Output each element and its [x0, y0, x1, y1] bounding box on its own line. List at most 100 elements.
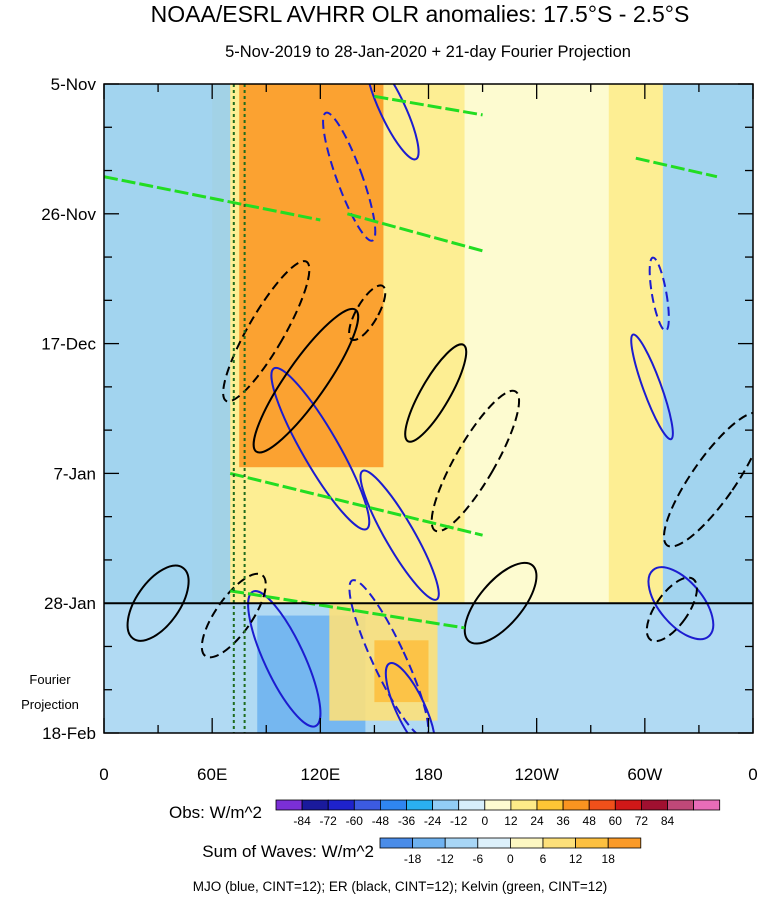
colorbar-tick-label: -48: [372, 814, 390, 828]
colorbar-box: [412, 837, 446, 849]
kelvin-contour: [346, 212, 483, 253]
colorbar-box: [444, 837, 479, 849]
colorbar-box: [641, 799, 668, 811]
mjo-contour: [270, 366, 371, 531]
x-tick-label: 0: [99, 765, 108, 784]
mjo-contour: [384, 662, 437, 733]
y-tick-label: 5-Nov: [51, 75, 97, 94]
reference-lines: [104, 84, 753, 733]
er-contour: [252, 307, 360, 454]
kelvin-contour: [374, 94, 483, 117]
colorbar-box: [301, 799, 329, 811]
colorbar-tick-label: 12: [569, 852, 583, 866]
colorbar-box: [406, 799, 434, 811]
footnote: MJO (blue, CINT=12); ER (black, CINT=12)…: [193, 879, 608, 894]
anomaly-band: [662, 84, 753, 604]
x-tick-label: 0: [748, 765, 757, 784]
anomaly-field: [104, 84, 753, 733]
er-contour: [430, 389, 521, 533]
chart-title: NOAA/ESRL AVHRR OLR anomalies: 17.5°S - …: [151, 1, 690, 27]
colorbar-tick-label: -36: [398, 814, 416, 828]
er-contour: [645, 576, 698, 643]
colorbar-box: [667, 799, 695, 811]
x-tick-label: 120E: [300, 765, 340, 784]
colorbar-box: [614, 799, 642, 811]
colorbar-box: [588, 799, 616, 811]
x-axis: 0 60E 120E 180 120W 60W 0: [99, 84, 758, 784]
er-contour: [662, 411, 753, 548]
er-contour: [200, 572, 267, 659]
colorbar-box: [275, 799, 303, 811]
x-tick-label: 60E: [197, 765, 227, 784]
er-contour: [126, 564, 190, 642]
anomaly-band: [104, 84, 231, 604]
colorbar-tick-label: -18: [404, 852, 422, 866]
mjo-contour: [359, 469, 440, 601]
colorbar-tick-label: 18: [602, 852, 616, 866]
mjo-contour: [322, 111, 377, 242]
y-tick-label: 17-Dec: [41, 335, 96, 354]
colorbar-tick-label: -84: [293, 814, 311, 828]
mjo-contour: [348, 579, 430, 733]
colorbar-tick-label: -60: [346, 814, 364, 828]
colorbar-tick-label: 60: [609, 814, 623, 828]
chart-subtitle: 5-Nov-2019 to 28-Jan-2020 + 21-day Fouri…: [225, 43, 631, 61]
anomaly-band: [608, 84, 663, 604]
colorbar-box: [510, 799, 538, 811]
colorbar-tick-label: 48: [583, 814, 597, 828]
kelvin-contour: [229, 589, 465, 630]
colorbar-tick-label: 24: [530, 814, 544, 828]
y-axis: 5-Nov 26-Nov 17-Dec 7-Jan 28-Jan 18-Feb: [41, 75, 753, 743]
colorbar-box: [353, 799, 381, 811]
colorbar-box: [575, 837, 609, 849]
mjo-contour: [365, 84, 420, 161]
colorbar-tick-label: -12: [450, 814, 468, 828]
anomaly-band: [239, 84, 384, 468]
er-contour: [404, 343, 468, 443]
waves-colorbar-label: Sum of Waves: W/m^2: [202, 842, 374, 861]
kelvin-contour: [635, 156, 718, 179]
kelvin-contour: [229, 471, 483, 537]
colorbar-tick-label: 0: [507, 852, 514, 866]
er-contour: [463, 561, 538, 645]
colorbar-box: [477, 837, 511, 849]
mjo-contour: [648, 256, 670, 332]
x-tick-label: 120W: [514, 765, 558, 784]
colorbar-tick-label: 6: [540, 852, 547, 866]
y-tick-label: 18-Feb: [42, 724, 96, 743]
er-contour: [348, 284, 387, 342]
colorbar-tick-label: 12: [504, 814, 518, 828]
y-tick-label: 7-Jan: [53, 464, 96, 483]
mjo-contour: [630, 333, 674, 441]
colorbar-tick-label: 84: [661, 814, 675, 828]
colorbar-box: [509, 837, 544, 849]
wave-contours: [104, 84, 753, 733]
obs-colorbar-label: Obs: W/m^2: [169, 803, 262, 822]
colorbar-box: [379, 837, 413, 849]
colorbar-tick-label: 36: [556, 814, 570, 828]
x-tick-label: 60W: [627, 765, 662, 784]
colorbar-box: [562, 799, 590, 811]
mjo-contour: [247, 590, 322, 728]
colorbar-box: [327, 799, 355, 811]
er-contour: [222, 260, 311, 403]
colorbar-box: [542, 837, 576, 849]
waves-colorbar: -18 -12 -6 0 6 12 18: [379, 837, 642, 866]
colorbar-box: [432, 799, 460, 811]
colorbar-box: [536, 799, 564, 811]
x-tick-label: 180: [414, 765, 442, 784]
colorbar-box: [458, 799, 486, 811]
colorbar-box: [607, 837, 642, 849]
colorbar-tick-label: -24: [424, 814, 442, 828]
colorbar-tick-label: 0: [481, 814, 488, 828]
projection-label-line2: Projection: [21, 697, 79, 712]
kelvin-contour: [104, 175, 321, 222]
y-tick-label: 28-Jan: [44, 594, 96, 613]
colorbar-tick-label: -72: [320, 814, 338, 828]
colorbar-tick-label: -6: [472, 852, 483, 866]
colorbar-box: [693, 799, 721, 811]
colorbar-box: [484, 799, 512, 811]
projection-label-line1: Fourier: [29, 672, 71, 687]
y-tick-label: 26-Nov: [41, 205, 96, 224]
